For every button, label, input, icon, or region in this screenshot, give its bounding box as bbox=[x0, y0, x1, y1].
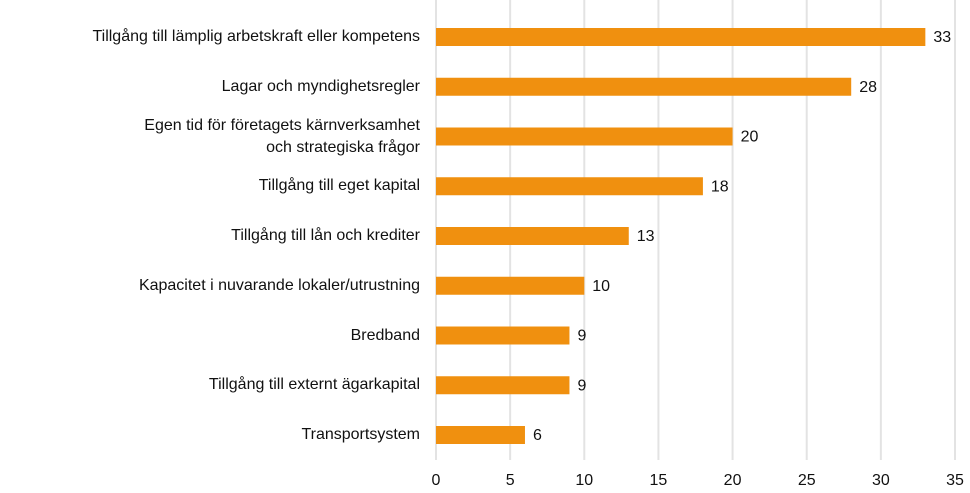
x-tick-label: 35 bbox=[946, 472, 964, 489]
value-label: 10 bbox=[592, 278, 610, 295]
category-label: Lagar och myndighetsregler bbox=[221, 77, 420, 95]
value-label: 9 bbox=[577, 328, 586, 345]
x-tick-label: 30 bbox=[872, 472, 890, 489]
category-label: Tillgång till lämplig arbetskraft eller … bbox=[92, 28, 420, 45]
value-label: 9 bbox=[577, 377, 586, 394]
bar bbox=[436, 376, 570, 395]
bar bbox=[436, 127, 733, 146]
category-label: Tillgång till lån och krediter bbox=[231, 227, 420, 244]
category-label: Bredband bbox=[350, 326, 420, 344]
bar bbox=[436, 276, 585, 295]
value-label: 33 bbox=[933, 29, 951, 46]
value-label: 20 bbox=[741, 129, 759, 146]
bar bbox=[436, 426, 525, 444]
x-tick-label: 0 bbox=[432, 472, 441, 489]
bar bbox=[436, 326, 570, 345]
value-label: 18 bbox=[711, 178, 729, 195]
x-tick-label: 5 bbox=[506, 472, 515, 489]
category-label: Tillgång till externt ägarkapital bbox=[208, 376, 420, 394]
x-tick-label: 20 bbox=[724, 472, 742, 489]
bar bbox=[436, 77, 852, 96]
bar bbox=[436, 28, 926, 46]
value-label: 13 bbox=[637, 228, 655, 245]
value-label: 6 bbox=[533, 427, 542, 444]
bar bbox=[436, 227, 629, 245]
category-label: Kapacitet i nuvarande lokaler/utrustning bbox=[138, 276, 420, 294]
x-tick-label: 15 bbox=[650, 472, 668, 489]
bar bbox=[436, 177, 703, 196]
category-label: Transportsystem bbox=[301, 426, 420, 443]
category-label: Egen tid för företagets kärnverksamhet o… bbox=[144, 116, 420, 156]
x-tick-label: 25 bbox=[798, 472, 816, 489]
value-label: 28 bbox=[859, 79, 877, 96]
x-tick-label: 10 bbox=[575, 472, 593, 489]
category-label: Tillgång till eget kapital bbox=[258, 177, 420, 195]
